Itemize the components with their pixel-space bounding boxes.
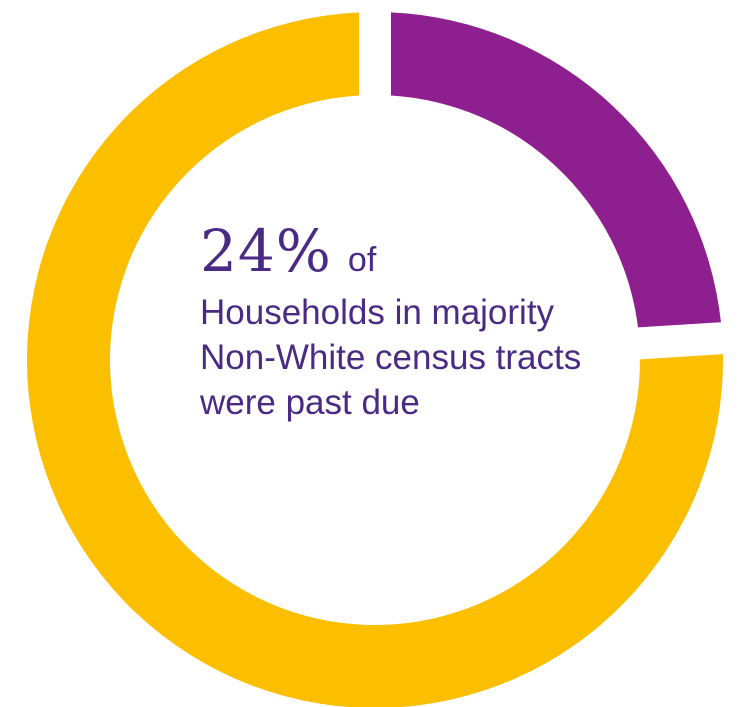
caption-description: Households in majority Non-White census … [200, 290, 740, 425]
description-line-3: were past due [200, 383, 420, 422]
description-line-1: Households in majority [200, 293, 555, 332]
chart-caption: 24% of Households in majority Non-White … [200, 222, 740, 425]
caption-headline: 24% of [200, 222, 740, 280]
of-label: of [347, 241, 377, 279]
percent-value: 24% [200, 217, 332, 285]
donut-slice-1 [390, 12, 721, 328]
description-line-2: Non-White census tracts [200, 338, 582, 377]
